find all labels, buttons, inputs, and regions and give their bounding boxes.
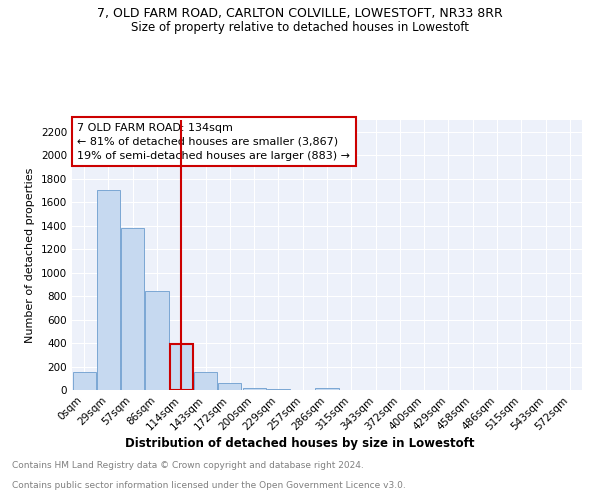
Text: Contains public sector information licensed under the Open Government Licence v3: Contains public sector information licen… (12, 481, 406, 490)
Bar (121, 228, 144, 390)
Y-axis label: Number of detached properties: Number of detached properties (25, 168, 35, 342)
Bar (218, 383, 241, 390)
Text: Size of property relative to detached houses in Lowestoft: Size of property relative to detached ho… (131, 21, 469, 34)
Bar (73, 372, 95, 390)
Bar (170, 344, 193, 390)
Text: Contains HM Land Registry data © Crown copyright and database right 2024.: Contains HM Land Registry data © Crown c… (12, 461, 364, 470)
Bar (97, 190, 120, 390)
Bar (242, 388, 266, 390)
Bar (316, 388, 338, 390)
Bar (194, 372, 217, 390)
Text: Distribution of detached houses by size in Lowestoft: Distribution of detached houses by size … (125, 438, 475, 450)
Text: 7 OLD FARM ROAD: 134sqm
← 81% of detached houses are smaller (3,867)
19% of semi: 7 OLD FARM ROAD: 134sqm ← 81% of detache… (77, 122, 350, 160)
Text: 7, OLD FARM ROAD, CARLTON COLVILLE, LOWESTOFT, NR33 8RR: 7, OLD FARM ROAD, CARLTON COLVILLE, LOWE… (97, 8, 503, 20)
Bar (145, 292, 169, 390)
Bar (267, 389, 290, 390)
